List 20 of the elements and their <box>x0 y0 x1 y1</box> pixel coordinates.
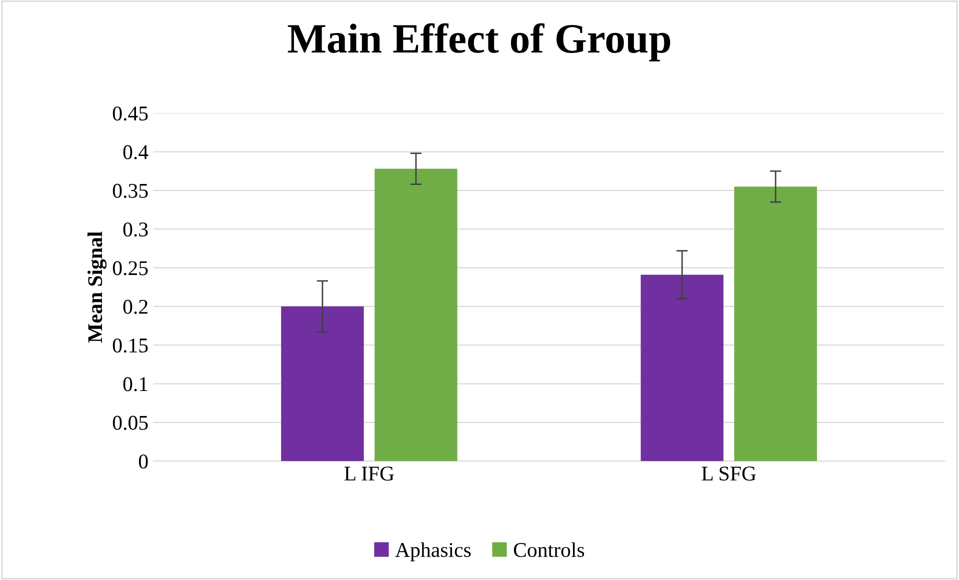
y-tick-label: 0.35 <box>112 184 148 198</box>
y-axis-title: Mean Signal <box>88 232 107 343</box>
y-tick-label: 0.25 <box>112 261 148 276</box>
y-tick-label: 0.45 <box>112 106 148 121</box>
bar <box>374 168 458 462</box>
y-tick-label: 0.3 <box>123 222 148 237</box>
y-tick-label: 0.15 <box>112 338 148 353</box>
chart-title: Main Effect of Group <box>288 23 670 62</box>
x-tick-label: L IFG <box>344 466 394 481</box>
y-tick-label: 0.05 <box>112 416 148 430</box>
bar <box>734 186 817 462</box>
y-tick-label: 0.2 <box>123 300 148 314</box>
x-tick-label: L SFG <box>702 466 756 481</box>
bar <box>640 274 724 462</box>
legend-label: Controls <box>514 542 584 558</box>
legend-label: Aphasics <box>395 542 471 562</box>
bar <box>281 306 364 462</box>
y-tick-label: 0 <box>138 454 148 469</box>
y-tick-label: 0.4 <box>123 145 148 160</box>
y-tick-label: 0.1 <box>123 377 148 392</box>
